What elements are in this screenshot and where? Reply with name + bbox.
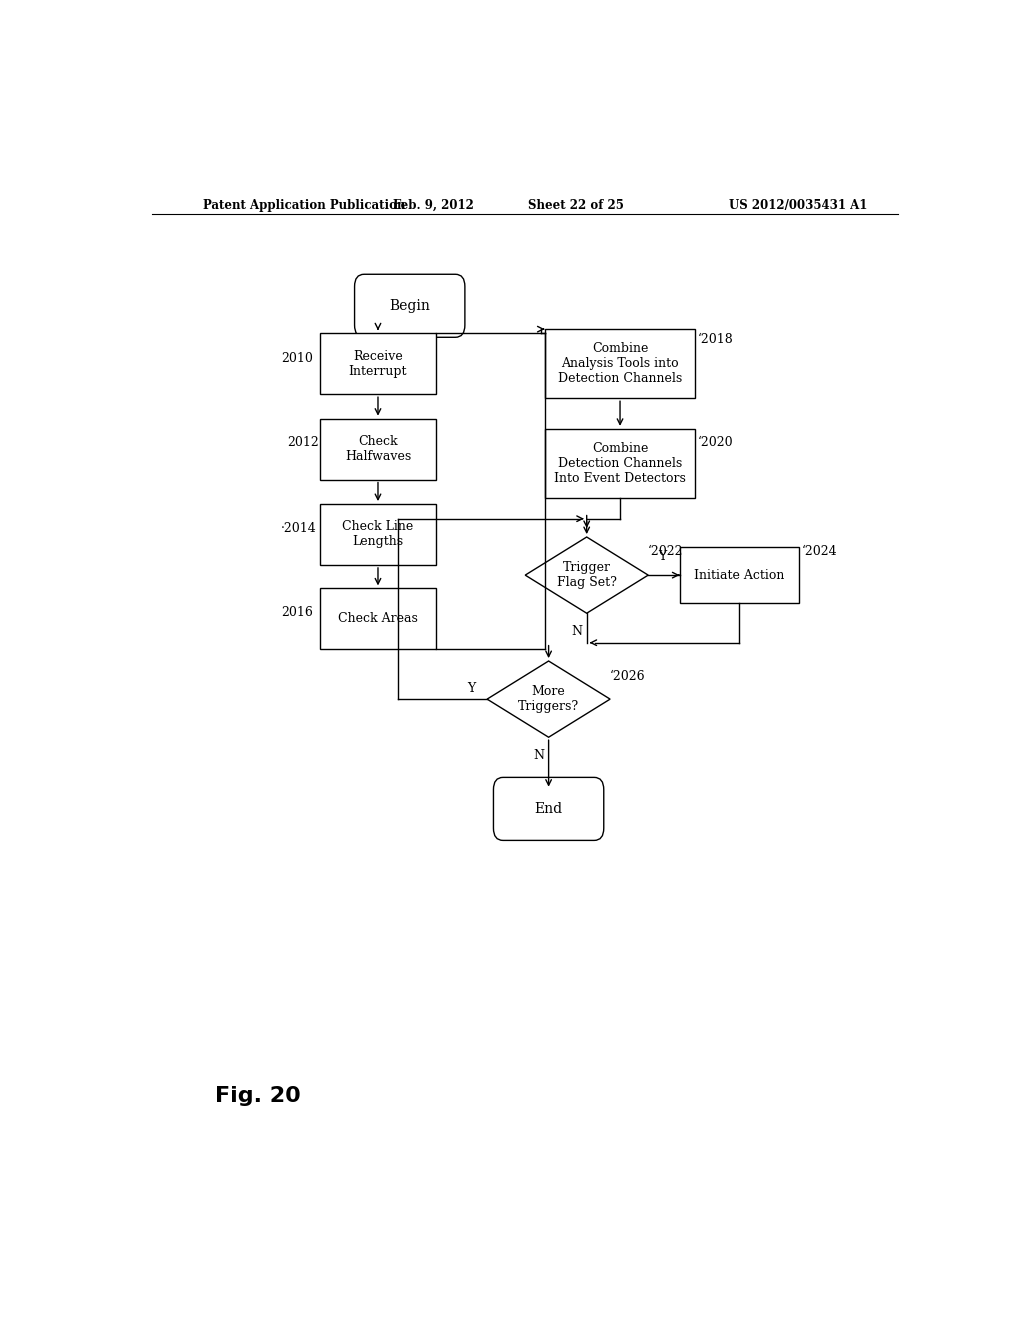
Text: ‘2022: ‘2022 <box>648 545 683 558</box>
Text: N: N <box>534 750 545 763</box>
Text: Check
Halfwaves: Check Halfwaves <box>345 436 411 463</box>
Text: More
Triggers?: More Triggers? <box>518 685 580 713</box>
Text: Begin: Begin <box>389 298 430 313</box>
Text: Initiate Action: Initiate Action <box>694 569 784 582</box>
Bar <box>680 548 799 603</box>
Bar <box>545 429 695 498</box>
Text: Sheet 22 of 25: Sheet 22 of 25 <box>528 199 625 213</box>
Text: Receive
Interrupt: Receive Interrupt <box>349 350 408 378</box>
Bar <box>321 418 435 479</box>
Polygon shape <box>487 661 610 738</box>
Text: N: N <box>571 626 583 639</box>
Polygon shape <box>525 537 648 614</box>
Bar <box>321 589 435 649</box>
Text: ‘2024: ‘2024 <box>802 545 838 558</box>
Bar <box>321 333 435 395</box>
Text: ·2014: ·2014 <box>282 521 316 535</box>
Text: Trigger
Flag Set?: Trigger Flag Set? <box>557 561 616 589</box>
Bar <box>545 329 695 399</box>
Text: ‘2020: ‘2020 <box>697 437 733 450</box>
Text: Patent Application Publication: Patent Application Publication <box>204 199 406 213</box>
Text: Fig. 20: Fig. 20 <box>215 1085 301 1106</box>
Text: Y: Y <box>658 550 667 562</box>
Text: Check Areas: Check Areas <box>338 612 418 626</box>
Text: US 2012/0035431 A1: US 2012/0035431 A1 <box>729 199 867 213</box>
Text: End: End <box>535 801 562 816</box>
Text: ‘2018: ‘2018 <box>697 333 733 346</box>
Text: 2016: 2016 <box>282 606 313 619</box>
Bar <box>321 504 435 565</box>
Text: ‘2026: ‘2026 <box>609 671 645 684</box>
Text: Y: Y <box>467 682 475 696</box>
FancyBboxPatch shape <box>354 275 465 338</box>
Text: Check Line
Lengths: Check Line Lengths <box>342 520 414 549</box>
Text: 2012: 2012 <box>287 437 318 450</box>
Text: Combine
Detection Channels
Into Event Detectors: Combine Detection Channels Into Event De… <box>554 442 686 484</box>
Text: Feb. 9, 2012: Feb. 9, 2012 <box>393 199 474 213</box>
FancyBboxPatch shape <box>494 777 604 841</box>
Text: Combine
Analysis Tools into
Detection Channels: Combine Analysis Tools into Detection Ch… <box>558 342 682 385</box>
Text: 2010: 2010 <box>282 352 313 366</box>
